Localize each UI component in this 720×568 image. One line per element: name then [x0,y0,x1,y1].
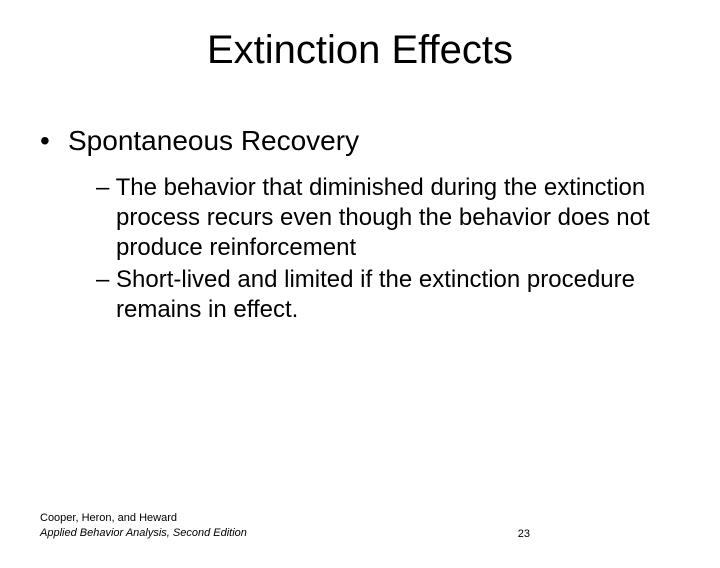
footer-credit: Cooper, Heron, and Heward Applied Behavi… [40,511,247,540]
slide-title: Extinction Effects [0,28,720,73]
bullet-level-2-item: – Short-lived and limited if the extinct… [96,265,680,325]
bullet-level-2-group: – The behavior that diminished during th… [40,173,680,325]
dash-icon: – [96,174,109,201]
bullet-level-2-text: The behavior that diminished during the … [116,174,650,261]
bullet-level-2-item: – The behavior that diminished during th… [96,173,680,263]
slide-content: •Spontaneous Recovery – The behavior tha… [0,125,720,325]
footer-page-number: 23 [518,528,680,540]
footer-book-title: Applied Behavior Analysis, Second Editio… [40,526,247,540]
dash-icon: – [96,266,109,293]
bullet-level-1-text: Spontaneous Recovery [68,125,359,156]
bullet-dot-icon: • [40,125,68,157]
slide-footer: Cooper, Heron, and Heward Applied Behavi… [40,511,680,540]
bullet-level-1: •Spontaneous Recovery [40,125,680,157]
footer-authors: Cooper, Heron, and Heward [40,511,247,525]
bullet-level-2-text: Short-lived and limited if the extinctio… [116,266,635,323]
slide: Extinction Effects •Spontaneous Recovery… [0,28,720,568]
